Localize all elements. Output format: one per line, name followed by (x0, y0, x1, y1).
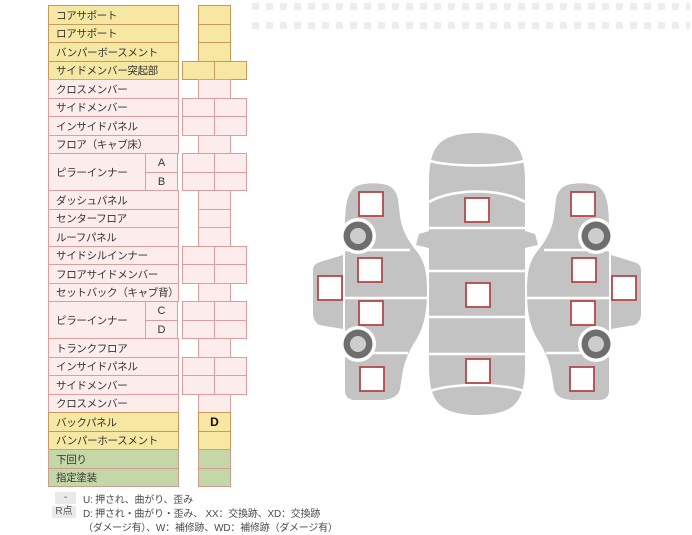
part-label-cell: フロアサイドメンバー (48, 264, 179, 284)
mark-cell[interactable] (198, 24, 231, 43)
top-view-outline (429, 133, 525, 415)
mark-cell[interactable] (214, 172, 247, 191)
hood-front-line (428, 190, 526, 204)
part-label-cell: サイドメンバー (48, 98, 179, 117)
mark-cell[interactable] (214, 375, 247, 395)
mark-cell[interactable] (198, 283, 231, 302)
part-label-cell: 下回り (48, 449, 179, 469)
part-label-cell: バンパーホースメント (48, 431, 179, 450)
hood-marker[interactable] (464, 197, 490, 223)
mark-cell[interactable] (214, 116, 247, 136)
right-sill-marker[interactable] (611, 275, 637, 301)
part-label-cell: サイドメンバー (48, 375, 179, 395)
mark-cell[interactable] (182, 357, 215, 376)
right-front-fender-marker[interactable] (570, 191, 596, 217)
mark-cell[interactable] (214, 98, 247, 117)
right-front-door-marker[interactable] (571, 257, 597, 283)
mark-cell[interactable] (182, 172, 215, 191)
part-label-cell: インサイドパネル (48, 357, 179, 376)
mark-cell[interactable] (214, 153, 247, 173)
trunk-marker[interactable] (465, 358, 491, 384)
part-label-cell: クロスメンバー (48, 79, 179, 99)
mark-cell[interactable] (182, 246, 215, 265)
left-sill-marker[interactable] (317, 275, 343, 301)
sub-label-cell: D (145, 320, 178, 339)
right-mirror (525, 231, 538, 248)
part-label-cell: トランクフロア (48, 338, 179, 358)
left-mirror (416, 231, 429, 248)
mark-cell[interactable] (198, 42, 231, 62)
mark-cell[interactable] (182, 153, 215, 173)
roof-marker[interactable] (465, 282, 491, 308)
sub-label-cell: B (145, 172, 178, 191)
mark-cell[interactable] (214, 264, 247, 284)
sub-label-cell: C (145, 301, 178, 321)
rear-bumper-line (429, 383, 525, 393)
left-front-fender-marker[interactable] (358, 191, 384, 217)
legend-symbol-rpoint: R点 (52, 506, 76, 518)
car-diagram (311, 133, 643, 415)
parts-table: コアサポート ロアサポート バンパーボースメント サイドメンバー突起部 クロスメンバーサ… (48, 5, 248, 487)
legend-text-d-cont: （ダメージ有）、W：補修跡、WD：補修跡（ダメージ有） (83, 523, 338, 534)
mark-cell[interactable] (182, 301, 215, 321)
mark-cell[interactable] (198, 394, 231, 413)
mark-cell[interactable] (198, 190, 231, 210)
dotted-divider-bottom (252, 22, 690, 29)
part-label-cell: クロスメンバー (48, 394, 179, 413)
mark-cell[interactable] (198, 79, 231, 99)
part-label-cell: ルーフパネル (48, 227, 179, 247)
legend-symbol-minus: - (55, 492, 76, 504)
part-label-cell: ダッシュパネル (48, 190, 179, 210)
mark-cell[interactable] (182, 98, 215, 117)
left-rear-fender-marker[interactable] (359, 366, 385, 392)
mark-cell[interactable] (198, 209, 231, 228)
mark-cell[interactable] (198, 5, 231, 25)
part-label-cell: サイドメンバー突起部 (48, 61, 179, 80)
part-label-cell: センターフロア (48, 209, 179, 228)
legend-text-d: D: 押され・曲がり・歪み、 XX：交換跡、XD：交換跡 (83, 509, 321, 520)
mark-cell[interactable] (182, 61, 215, 80)
mark-cell[interactable] (198, 338, 231, 358)
damage-markers (317, 191, 637, 392)
mark-cell[interactable] (182, 375, 215, 395)
part-label-cell: ピラーインナー (48, 301, 146, 339)
part-label-cell: バンパーボースメント (48, 42, 179, 62)
dotted-divider-top (252, 3, 690, 10)
part-label-cell: セットバック（キャブ背） (48, 283, 179, 302)
mark-cell[interactable] (214, 357, 247, 376)
part-label-cell: ピラーインナー (48, 153, 146, 191)
mark-cell[interactable] (214, 320, 247, 339)
sub-label-cell: A (145, 153, 178, 173)
right-rear-door-marker[interactable] (570, 300, 596, 326)
part-label-cell: フロア（キャブ床） (48, 135, 179, 154)
part-label-cell: バックパネル (48, 412, 179, 432)
mark-cell[interactable] (198, 431, 231, 450)
mark-cell[interactable] (198, 449, 231, 469)
mark-cell[interactable] (182, 320, 215, 339)
left-rear-door-marker[interactable] (358, 300, 384, 326)
top-view (416, 133, 538, 415)
mark-cell[interactable] (198, 468, 231, 487)
part-label-cell: サイドシルインナー (48, 246, 179, 265)
part-label-cell: 指定塗装 (48, 468, 179, 487)
mark-cell[interactable] (182, 116, 215, 136)
mark-cell[interactable] (198, 227, 231, 247)
mark-cell[interactable] (214, 301, 247, 321)
mark-cell[interactable] (214, 246, 247, 265)
part-label-cell: ロアサポート (48, 24, 179, 43)
part-label-cell: インサイドパネル (48, 116, 179, 136)
mark-cell[interactable] (182, 264, 215, 284)
bumper-line (429, 159, 525, 167)
mark-cell[interactable]: D (198, 412, 231, 432)
mark-cell[interactable] (198, 135, 231, 154)
left-front-door-marker[interactable] (357, 257, 383, 283)
mark-cell[interactable] (214, 61, 247, 80)
right-rear-fender-marker[interactable] (569, 366, 595, 392)
legend-text-u: U: 押され、曲がり、歪み (83, 495, 193, 506)
part-label-cell: コアサポート (48, 5, 179, 25)
